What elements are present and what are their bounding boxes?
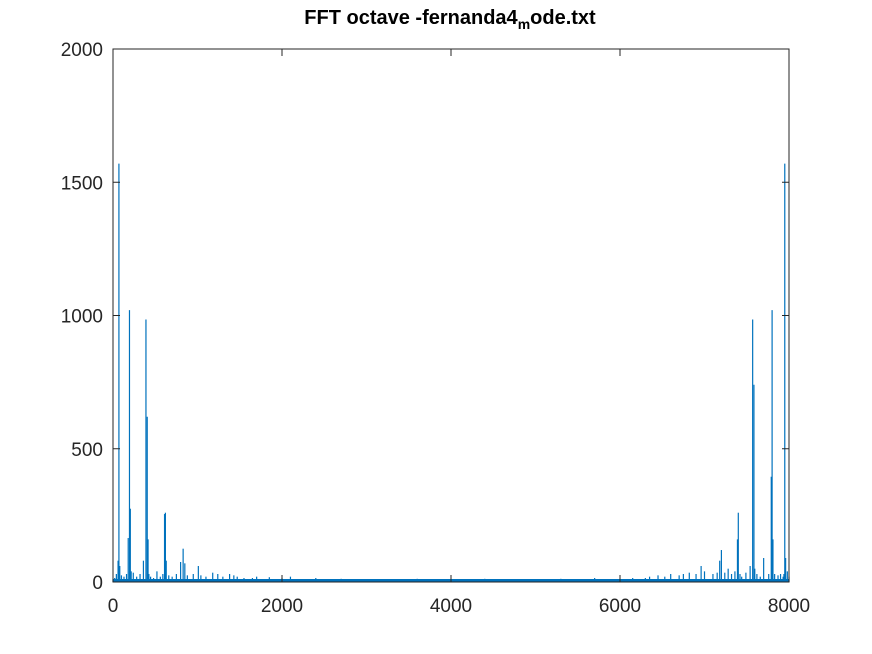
y-tick-label: 1000	[61, 307, 103, 328]
axis-tick-labels: 0 2000 4000 6000 8000 0 500 1000 1500 2000	[61, 40, 810, 617]
chart-title: FFT octave -fernanda4mode.txt	[304, 7, 596, 32]
y-tick-label: 2000	[61, 40, 103, 61]
chart-title-prefix: FFT octave -fernanda4	[304, 7, 518, 29]
y-tick-label: 1500	[61, 173, 103, 194]
chart-title-subscript: m	[518, 16, 530, 32]
y-tick-label: 0	[92, 573, 103, 594]
x-tick-label: 4000	[430, 596, 472, 617]
x-tick-label: 0	[108, 596, 119, 617]
chart-title-suffix: ode.txt	[530, 7, 596, 29]
x-tick-label: 6000	[599, 596, 641, 617]
axis-ticks	[112, 48, 790, 583]
plot-frame	[112, 48, 790, 583]
x-tick-label: 2000	[261, 596, 303, 617]
x-tick-label: 8000	[768, 596, 810, 617]
series-line	[112, 163, 790, 582]
y-tick-label: 500	[71, 440, 103, 461]
